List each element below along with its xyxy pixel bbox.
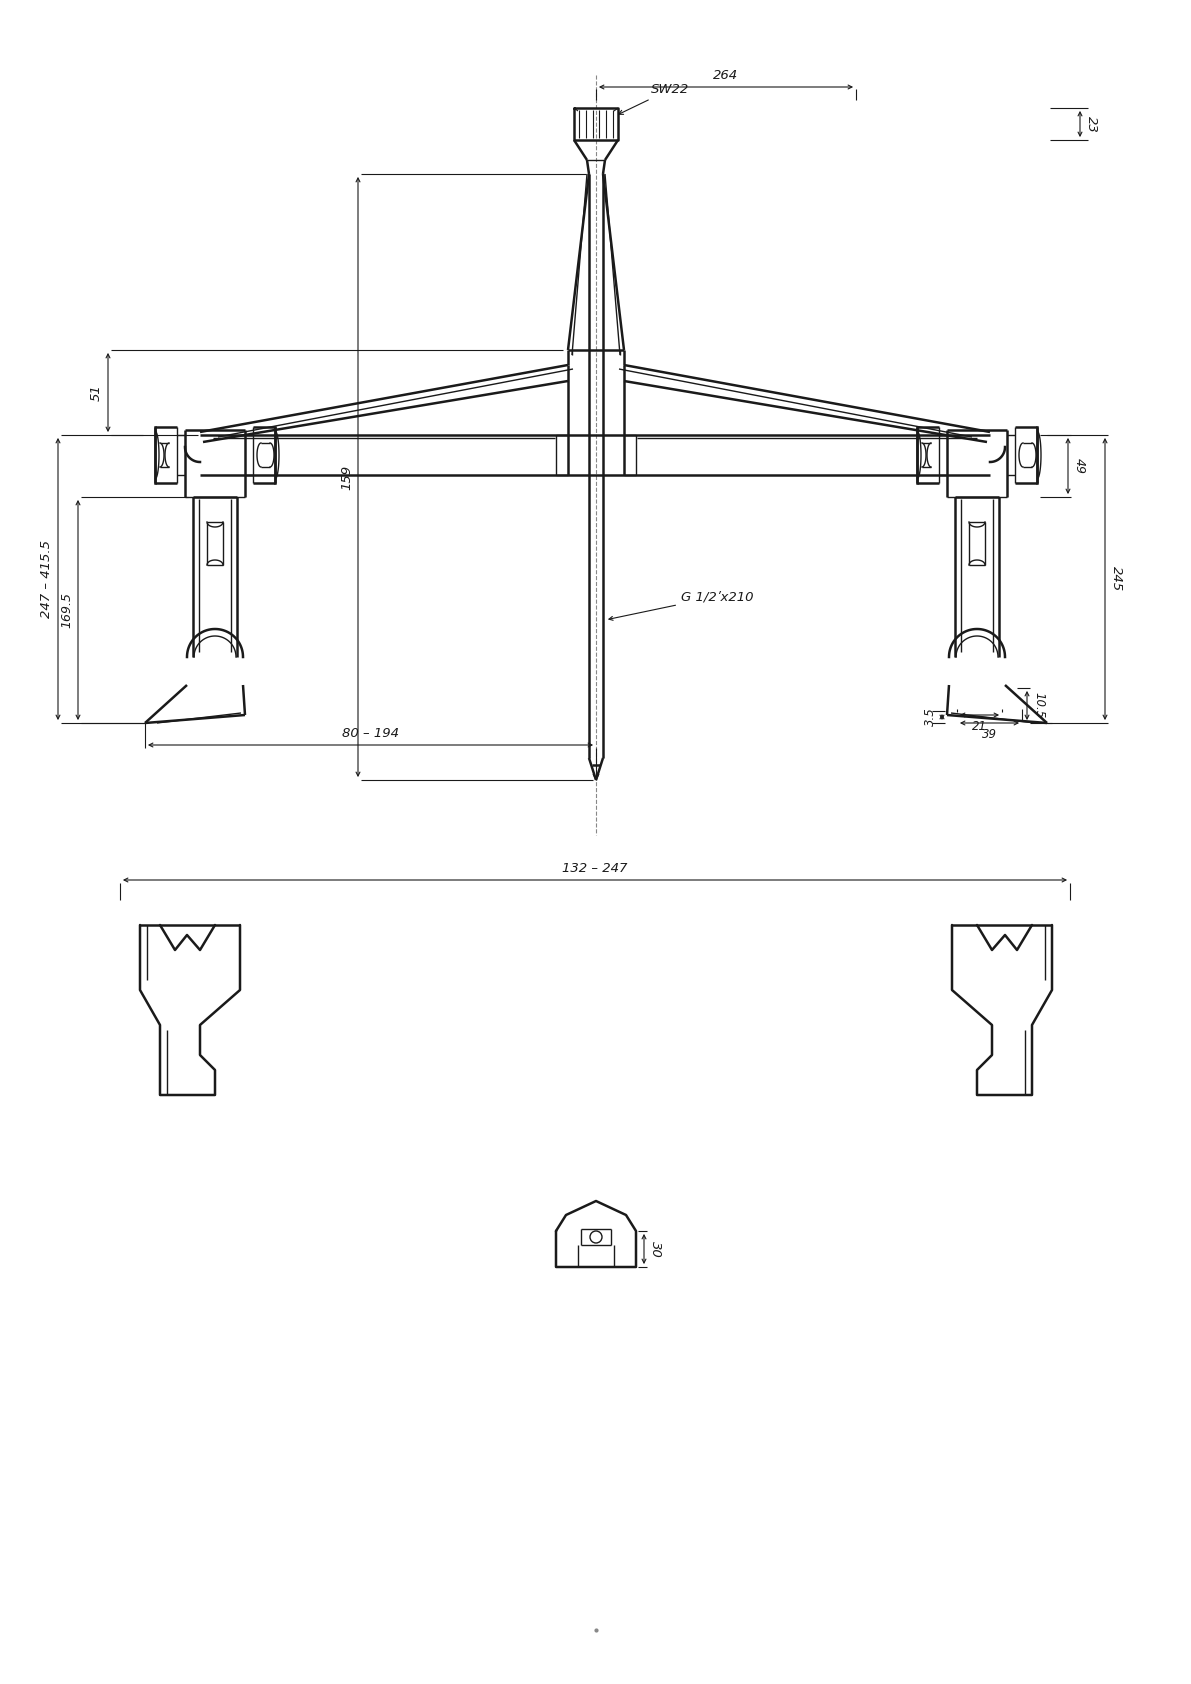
Text: G 1/2ʹx210: G 1/2ʹx210 <box>609 589 754 620</box>
Text: 3.5: 3.5 <box>924 707 937 726</box>
Text: 245: 245 <box>1110 566 1123 591</box>
Text: 132 – 247: 132 – 247 <box>562 862 628 876</box>
Text: 21: 21 <box>972 721 987 733</box>
Text: 39: 39 <box>983 727 997 741</box>
Text: 30: 30 <box>649 1241 662 1258</box>
Text: 247 – 415.5: 247 – 415.5 <box>40 541 54 618</box>
Text: 49: 49 <box>1073 458 1086 473</box>
Text: SW22: SW22 <box>618 83 690 115</box>
Text: 159: 159 <box>339 465 353 490</box>
Text: 51: 51 <box>91 384 102 401</box>
Text: 80 – 194: 80 – 194 <box>342 727 399 739</box>
Text: 264: 264 <box>713 69 738 83</box>
Text: 169.5: 169.5 <box>60 593 73 628</box>
Text: 10.5: 10.5 <box>1031 692 1045 719</box>
Text: 23: 23 <box>1085 116 1098 133</box>
